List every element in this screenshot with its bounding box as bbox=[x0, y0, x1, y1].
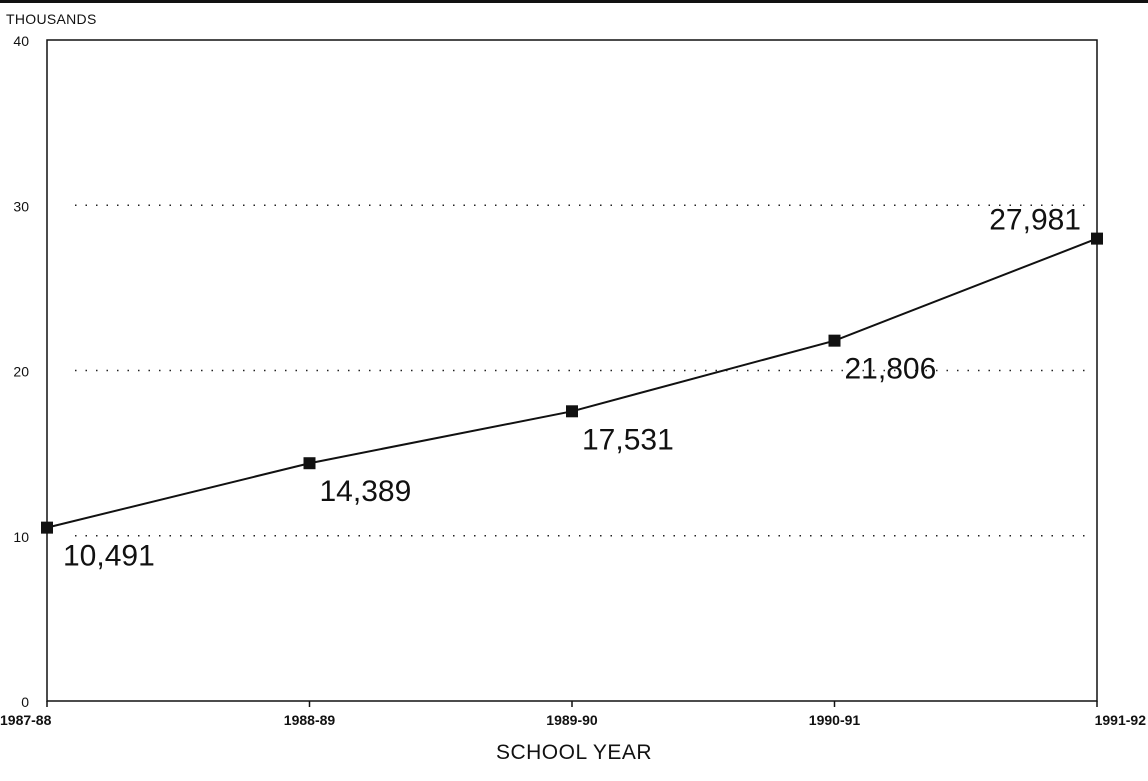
x-tick-label: 1988-89 bbox=[284, 712, 336, 728]
x-tick-label: 1987-88 bbox=[0, 712, 52, 728]
data-label: 17,531 bbox=[582, 423, 674, 456]
data-point-marker bbox=[303, 457, 316, 470]
data-label: 10,491 bbox=[63, 540, 155, 573]
data-point-marker bbox=[1091, 232, 1103, 245]
y-tick-label: 10 bbox=[13, 529, 29, 545]
x-axis-label: SCHOOL YEAR bbox=[495, 741, 653, 764]
top-rule bbox=[0, 0, 1148, 3]
x-tick-label: 1991-92 bbox=[1095, 712, 1147, 728]
plot-frame bbox=[46, 39, 1098, 702]
data-label: 21,806 bbox=[845, 353, 937, 386]
data-label: 27,981 bbox=[989, 204, 1081, 237]
series-line bbox=[46, 237, 1098, 529]
data-point-marker bbox=[566, 405, 578, 418]
data-point-marker bbox=[41, 521, 53, 534]
y-tick-label: 40 bbox=[13, 33, 29, 49]
x-tick-label: 1989-90 bbox=[546, 712, 598, 728]
data-label: 14,389 bbox=[320, 475, 412, 508]
y-axis-label: THOUSANDS bbox=[6, 11, 97, 27]
y-tick-label: 0 bbox=[21, 694, 29, 710]
x-tick-label: 1990-91 bbox=[809, 712, 861, 728]
data-point-marker bbox=[828, 334, 841, 347]
y-tick-label: 20 bbox=[13, 364, 29, 380]
y-tick-label: 30 bbox=[13, 198, 29, 214]
